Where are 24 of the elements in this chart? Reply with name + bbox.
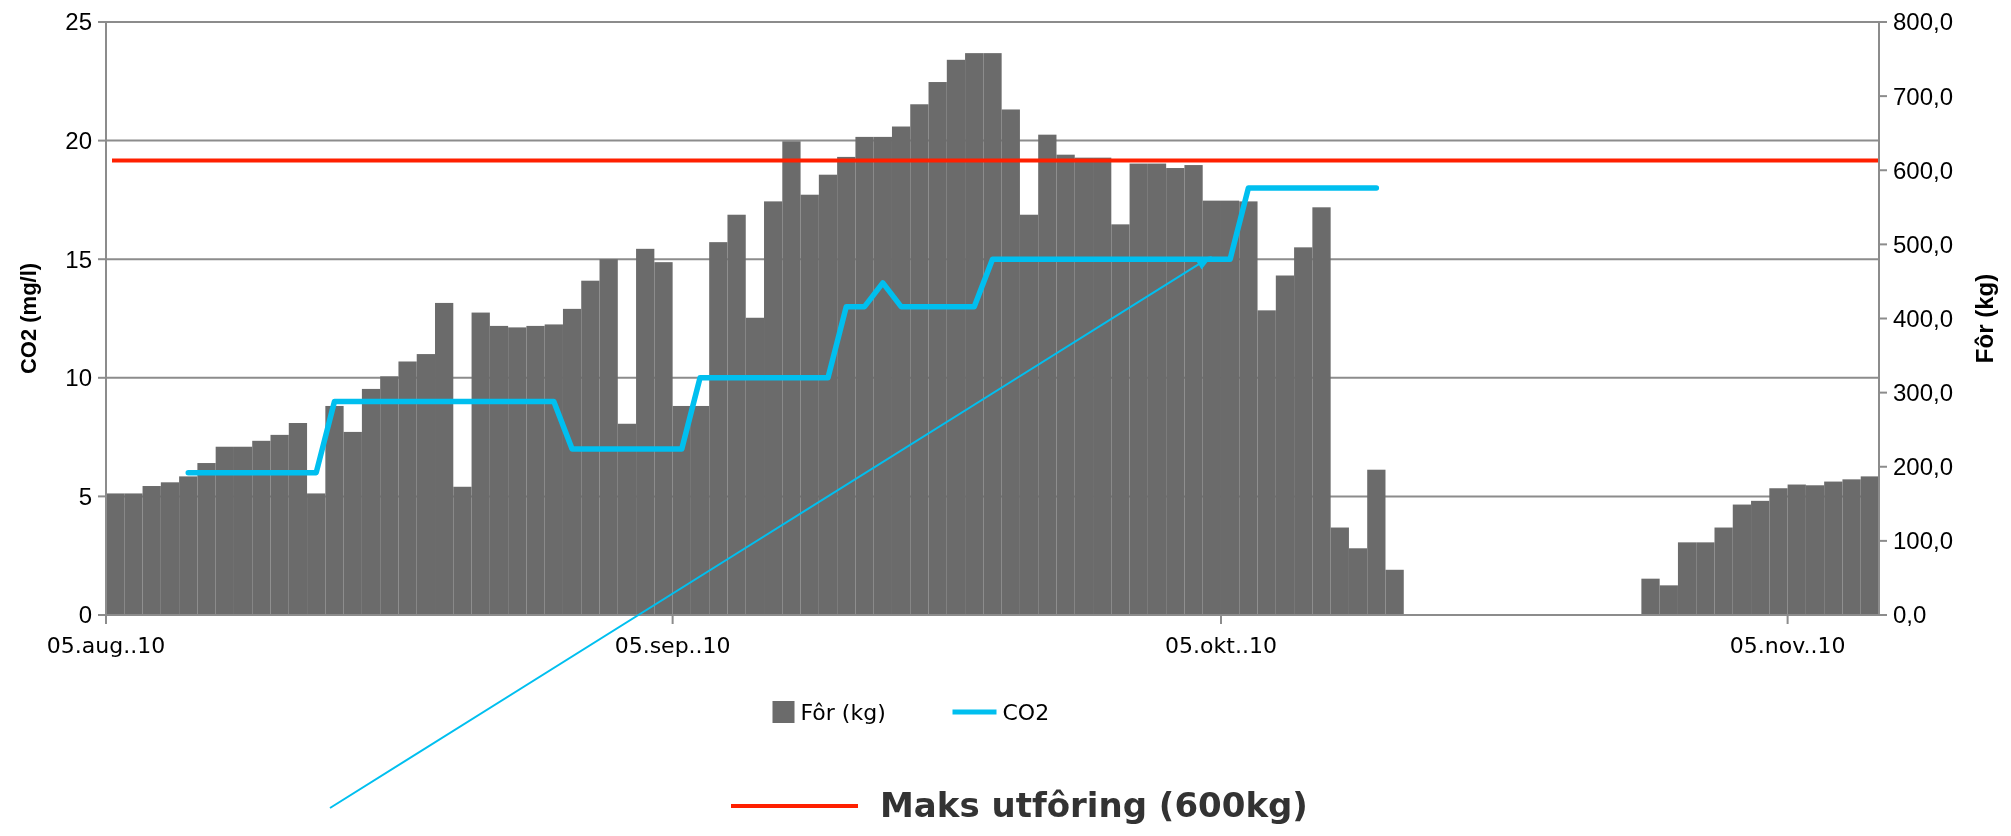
legend-label: Maks utfôring (600kg) (880, 785, 1308, 825)
x-tick-label: 05.sep..10 (614, 633, 731, 658)
y2-axis-title: Fôr (kg) (1971, 273, 1998, 364)
y2-tick-label: 200,0 (1893, 453, 1954, 481)
legend-label: CO2 (1002, 699, 1050, 725)
x-tick-label: 05.aug..10 (46, 633, 166, 658)
y-tick-label: 15 (65, 245, 92, 273)
y-tick-label: 25 (65, 8, 92, 36)
y-tick-label: 10 (65, 364, 92, 392)
y2-tick-label: 600,0 (1893, 156, 1954, 184)
y2-tick-label: 500,0 (1893, 230, 1954, 258)
y2-tick-label: 300,0 (1893, 379, 1954, 407)
y-tick-label: 20 (65, 127, 92, 154)
x-tick-label: 05.nov..10 (1729, 633, 1846, 658)
y2-tick-label: 800,0 (1893, 8, 1954, 36)
y-tick-label: 0 (78, 601, 92, 629)
y2-tick-label: 700,0 (1893, 82, 1954, 110)
x-tick-label: 05.okt..10 (1165, 633, 1277, 658)
legend-label: Fôr (kg) (800, 699, 886, 725)
y2-tick-label: 100,0 (1893, 527, 1954, 555)
y-tick-label: 5 (78, 482, 92, 510)
y-axis-title: CO2 (mg/l) (16, 262, 41, 375)
y2-tick-label: 400,0 (1893, 304, 1954, 332)
y2-tick-label: 0,0 (1893, 601, 1927, 629)
